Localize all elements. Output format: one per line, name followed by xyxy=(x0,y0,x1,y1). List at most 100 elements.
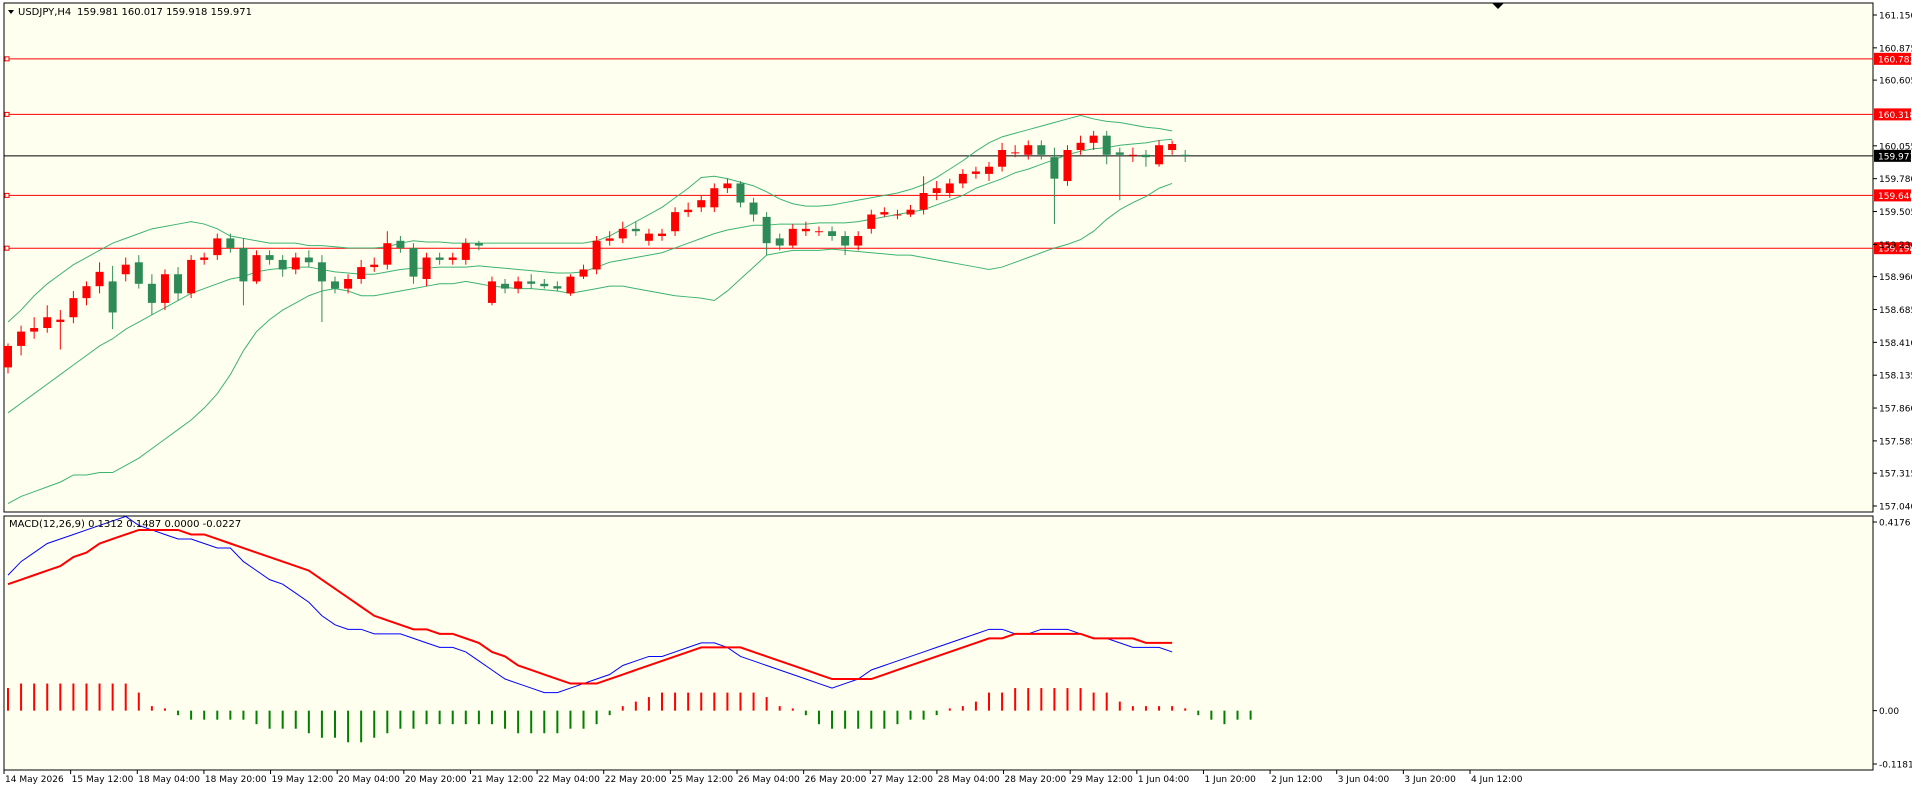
candle-body[interactable] xyxy=(998,149,1007,167)
candle-body[interactable] xyxy=(17,331,26,346)
candle-body[interactable] xyxy=(906,209,915,215)
candle-body[interactable] xyxy=(448,257,457,260)
candle-body[interactable] xyxy=(631,228,640,232)
candle-body[interactable] xyxy=(474,243,483,246)
candle-body[interactable] xyxy=(880,212,889,215)
candle-body[interactable] xyxy=(527,281,536,284)
candle-body[interactable] xyxy=(579,269,588,277)
candle-body[interactable] xyxy=(56,319,65,323)
candle-body[interactable] xyxy=(317,262,326,282)
candle-body[interactable] xyxy=(383,243,392,265)
price-panel[interactable] xyxy=(3,2,1874,513)
shift-marker-icon[interactable] xyxy=(1492,3,1504,9)
candle-body[interactable] xyxy=(618,228,627,239)
candle-body[interactable] xyxy=(396,240,405,248)
candle-body[interactable] xyxy=(1011,152,1020,154)
candle-body[interactable] xyxy=(147,283,156,303)
candle-body[interactable] xyxy=(775,238,784,246)
candle-body[interactable] xyxy=(291,257,300,270)
candle-body[interactable] xyxy=(174,274,183,294)
candle-body[interactable] xyxy=(540,283,549,287)
candle-body[interactable] xyxy=(1037,145,1046,155)
candle-body[interactable] xyxy=(331,281,339,289)
candle-body[interactable] xyxy=(304,257,313,263)
candle-body[interactable] xyxy=(671,212,680,232)
candle-body[interactable] xyxy=(226,238,235,248)
candle-body[interactable] xyxy=(658,233,666,237)
candle-body[interactable] xyxy=(160,274,169,303)
candle-body[interactable] xyxy=(1115,152,1124,155)
candle-body[interactable] xyxy=(187,259,196,294)
candle-body[interactable] xyxy=(971,171,980,174)
level-handle[interactable] xyxy=(4,111,10,117)
candle-body[interactable] xyxy=(893,214,902,216)
candle-body[interactable] xyxy=(749,202,758,215)
candle-body[interactable] xyxy=(958,173,967,184)
candle-body[interactable] xyxy=(566,276,575,294)
candle-body[interactable] xyxy=(605,238,614,241)
candle-body[interactable] xyxy=(945,183,954,194)
candle-body[interactable] xyxy=(265,255,274,260)
candle-body[interactable] xyxy=(43,317,52,328)
candle-body[interactable] xyxy=(814,231,823,233)
candle-body[interactable] xyxy=(697,200,706,208)
candle-body[interactable] xyxy=(710,188,719,208)
candle-body[interactable] xyxy=(514,281,523,289)
candle-body[interactable] xyxy=(461,243,470,260)
candle-body[interactable] xyxy=(1168,144,1177,150)
candle-body[interactable] xyxy=(1063,149,1072,182)
candle-body[interactable] xyxy=(370,264,379,268)
candle-body[interactable] xyxy=(932,188,941,194)
candle-body[interactable] xyxy=(553,286,562,289)
candle-body[interactable] xyxy=(592,240,601,270)
candle-body[interactable] xyxy=(985,166,993,174)
macd-panel[interactable] xyxy=(3,515,1874,771)
candle-body[interactable] xyxy=(200,257,209,260)
candle-body[interactable] xyxy=(1155,145,1164,165)
candle-body[interactable] xyxy=(736,183,745,203)
candle-body[interactable] xyxy=(828,231,837,237)
candle-body[interactable] xyxy=(4,345,12,368)
candle-body[interactable] xyxy=(801,228,810,232)
candle-body[interactable] xyxy=(95,271,104,287)
candle-body[interactable] xyxy=(409,247,418,277)
candle-body[interactable] xyxy=(487,281,496,303)
candle-body[interactable] xyxy=(723,183,732,189)
candle-body[interactable] xyxy=(1089,135,1098,143)
candle-body[interactable] xyxy=(239,247,248,282)
candle-body[interactable] xyxy=(1024,145,1033,155)
candle-body[interactable] xyxy=(919,193,928,210)
candle-body[interactable] xyxy=(435,257,444,260)
candle-body[interactable] xyxy=(501,283,510,289)
candle-body[interactable] xyxy=(108,281,117,313)
candle-body[interactable] xyxy=(213,238,222,256)
candle-body[interactable] xyxy=(841,236,850,246)
level-handle[interactable] xyxy=(4,192,10,198)
candle-body[interactable] xyxy=(357,267,366,280)
candle-body[interactable] xyxy=(30,327,39,332)
candle-body[interactable] xyxy=(1050,157,1059,179)
candle-body[interactable] xyxy=(1141,154,1150,158)
candle-body[interactable] xyxy=(867,214,876,229)
level-handle[interactable] xyxy=(4,245,10,251)
candle-body[interactable] xyxy=(1076,142,1085,150)
candle-body[interactable] xyxy=(1128,154,1137,156)
candle-body[interactable] xyxy=(644,233,653,241)
candle-body[interactable] xyxy=(1102,135,1111,155)
candle-body[interactable] xyxy=(344,279,353,289)
candle-body[interactable] xyxy=(788,228,797,246)
candle-body[interactable] xyxy=(252,255,261,282)
level-handle[interactable] xyxy=(4,56,10,62)
candle-body[interactable] xyxy=(762,216,771,244)
candle-body[interactable] xyxy=(854,236,863,246)
candle-body[interactable] xyxy=(134,262,143,284)
candle-body[interactable] xyxy=(278,259,287,270)
candle-body[interactable] xyxy=(82,286,91,299)
candle-body[interactable] xyxy=(121,264,130,275)
candle-body[interactable] xyxy=(1181,154,1190,156)
dropdown-arrow-icon[interactable] xyxy=(8,10,14,14)
candle-body[interactable] xyxy=(69,298,78,318)
candle-body[interactable] xyxy=(684,209,693,213)
